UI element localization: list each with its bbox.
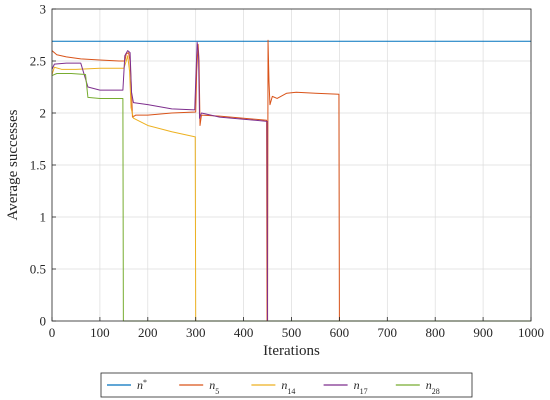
x-tick-label: 200 bbox=[138, 325, 158, 340]
x-tick-label: 400 bbox=[234, 325, 254, 340]
x-tick-label: 800 bbox=[425, 325, 445, 340]
y-axis-label: Average successes bbox=[5, 109, 21, 220]
legend-label-3: n17 bbox=[354, 378, 368, 396]
y-tick-label: 3 bbox=[40, 2, 47, 17]
series-line-4 bbox=[51, 72, 531, 322]
legend-label-0: n* bbox=[137, 378, 147, 393]
y-tick-label: 0 bbox=[40, 314, 47, 329]
x-tick-label: 0 bbox=[49, 325, 56, 340]
x-tick-label: 600 bbox=[330, 325, 350, 340]
y-tick-label: 1 bbox=[40, 210, 47, 225]
series-layer bbox=[51, 39, 531, 322]
legend-label-1: n5 bbox=[209, 378, 219, 396]
y-tick-label: 0.5 bbox=[30, 262, 46, 277]
y-tick-label: 2 bbox=[40, 106, 47, 121]
series-line-3 bbox=[51, 41, 531, 322]
series-line-2 bbox=[51, 55, 531, 322]
x-tick-label: 500 bbox=[282, 325, 302, 340]
ticks: 0 100 200 300 400 500 600 700 800 900 1000 0 0.5 1 1.5… bbox=[30, 2, 544, 341]
x-tick-label: 900 bbox=[473, 325, 493, 340]
y-tick-label: 2.5 bbox=[30, 54, 46, 69]
x-axis-label: Iterations bbox=[263, 343, 320, 359]
x-tick-label: 100 bbox=[90, 325, 110, 340]
grid bbox=[51, 8, 532, 322]
y-tick-label: 1.5 bbox=[30, 158, 46, 173]
x-tick-label: 1000 bbox=[518, 325, 544, 340]
legend-label-4: n28 bbox=[426, 378, 440, 396]
x-tick-label: 700 bbox=[378, 325, 398, 340]
x-tick-label: 300 bbox=[186, 325, 206, 340]
legend: n* n5 n14 n17 n28 bbox=[100, 372, 473, 398]
legend-label-2: n14 bbox=[281, 378, 295, 396]
